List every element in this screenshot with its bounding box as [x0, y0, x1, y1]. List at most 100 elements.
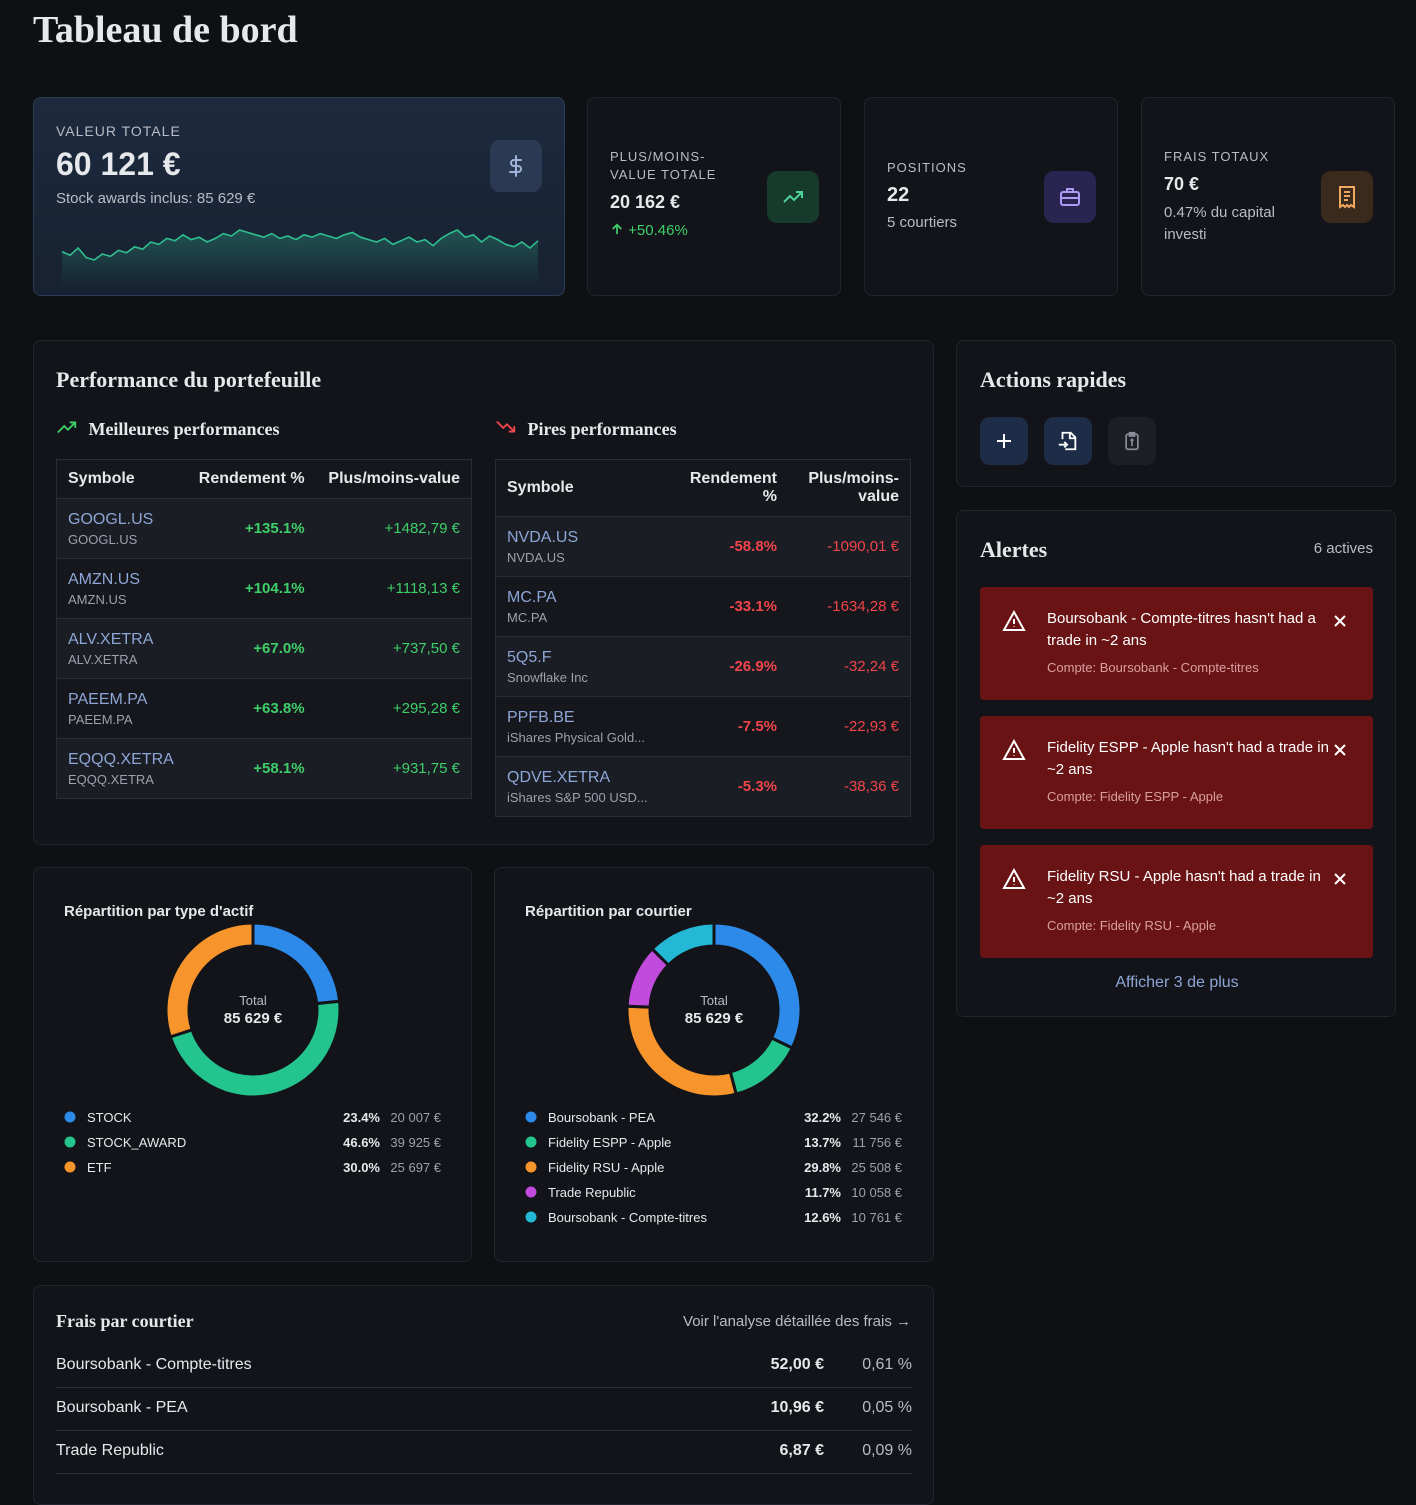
close-button[interactable]: [1333, 614, 1347, 628]
legend-dot: [525, 1136, 537, 1148]
asset-name: PAEEM.PA: [68, 711, 133, 727]
actions-card: Actions rapides: [956, 340, 1396, 487]
return-cell: +58.1%: [186, 738, 316, 799]
legend-amount: 25 508 €: [851, 1160, 902, 1175]
asset-name: EQQQ.XETRA: [68, 771, 154, 787]
legend-dot: [525, 1111, 537, 1123]
close-button[interactable]: [1333, 743, 1347, 757]
legend-percent: 32.2%: [804, 1110, 841, 1125]
donut-segment: [649, 921, 716, 968]
table-row: MC.PA MC.PA -33.1% -1634,28 €: [495, 576, 911, 637]
legend-percent: 11.7%: [805, 1185, 842, 1200]
gain-cell: -22,93 €: [788, 696, 911, 757]
table-row: ALV.XETRA ALV.XETRA +67.0% +737,50 €: [56, 618, 472, 679]
column-header: Rendement %: [689, 470, 777, 505]
table-title: Meilleures performances: [88, 419, 280, 439]
close-shape: [1334, 615, 1346, 627]
asset-name: MC.PA: [507, 609, 548, 625]
fees-link[interactable]: Voir l'analyse détaillée des frais →: [683, 1313, 911, 1330]
kpi-value: 20 162 €: [610, 192, 681, 212]
warning-shape: [1002, 867, 1026, 889]
gain-cell: -32,24 €: [788, 636, 911, 697]
table-row: EQQQ.XETRA EQQQ.XETRA +58.1% +931,75 €: [56, 738, 472, 799]
warning-shape: [1002, 609, 1026, 631]
asset-name: AMZN.US: [68, 591, 127, 607]
section-title: Actions rapides: [980, 367, 1127, 392]
legend-amount: 11 756 €: [852, 1135, 902, 1150]
broker-name: Boursobank - PEA: [56, 1399, 188, 1416]
kpi-sub: Stock awards inclus: 85 629 €: [56, 190, 256, 207]
column-header: Plus/moins-value: [808, 470, 899, 505]
asset-name: NVDA.US: [507, 549, 565, 565]
gain-cell: +737,50 €: [315, 618, 472, 679]
alert-message: Fidelity ESPP - Apple hasn't had a trade…: [1047, 739, 1329, 778]
donut-segment: [164, 921, 255, 1039]
fee-amount: 6,87 €: [779, 1442, 824, 1459]
legend-label: STOCK: [87, 1110, 132, 1125]
kpi-value: 70 €: [1164, 174, 1200, 194]
donut-chart: Répartition par type d'actif Total 85 629 …: [64, 903, 442, 1175]
donut-segment: [251, 921, 342, 1006]
worst-heading: Pires performances: [495, 419, 677, 440]
kpi-sub: 5 courtiers: [887, 214, 958, 231]
clipboard-button[interactable]: [1108, 417, 1156, 465]
alerts-card: Alertes 6 actives Afficher 3 de plus Bou…: [956, 510, 1396, 1017]
center-value: 85 629 €: [685, 1010, 744, 1027]
close-button[interactable]: [1333, 872, 1347, 886]
return-cell: +67.0%: [186, 618, 316, 679]
return-cell: -7.5%: [674, 696, 788, 757]
dashboard: {"header":{"title":"Tableau de bord"}, "…: [33, 9, 1396, 1505]
show-more-link[interactable]: Afficher 3 de plus: [1115, 974, 1239, 991]
section-title: Alertes: [980, 537, 1048, 562]
legend-amount: 39 925 €: [390, 1135, 441, 1150]
legend-dot: [525, 1186, 537, 1198]
legend-percent: 23.4%: [343, 1110, 380, 1125]
legend-label: ETF: [87, 1160, 112, 1175]
icon: [490, 140, 542, 192]
symbol-cell: GOOGL.US GOOGL.US: [56, 498, 187, 559]
warning-icon: [1002, 609, 1026, 631]
alert: Boursobank - Compte-titres hasn't had a …: [980, 587, 1373, 700]
symbol-cell: 5Q5.F Snowflake Inc: [495, 636, 674, 697]
kpi-value: 60 121 €: [56, 146, 181, 182]
gain-cell: +1482,79 €: [315, 498, 472, 559]
legend-label: Trade Republic: [548, 1185, 636, 1200]
kpi-sub: 0.47% du capital investi: [1164, 204, 1275, 243]
symbol: PPFB.BE: [507, 708, 575, 726]
symbol-cell: NVDA.US NVDA.US: [495, 516, 674, 577]
legend-label: Fidelity RSU - Apple: [548, 1160, 664, 1175]
symbol-cell: AMZN.US AMZN.US: [56, 558, 187, 619]
asset-name: ALV.XETRA: [68, 651, 138, 667]
fee-row: Boursobank - PEA 10,96 € 0,05 %: [56, 1387, 912, 1431]
symbol-cell: QDVE.XETRA iShares S&P 500 USD...: [495, 756, 674, 817]
symbol-cell: EQQQ.XETRA EQQQ.XETRA: [56, 738, 187, 799]
add-button[interactable]: [980, 417, 1028, 465]
legend-amount: 10 761 €: [851, 1210, 902, 1225]
symbol: NVDA.US: [507, 528, 579, 546]
table-row: 5Q5.F Snowflake Inc -26.9% -32,24 €: [495, 636, 911, 697]
page-title: Tableau de bord: [33, 9, 298, 51]
symbol: PAEEM.PA: [68, 690, 148, 708]
gain-cell: +1118,13 €: [315, 558, 472, 619]
return-cell: -58.8%: [674, 516, 788, 577]
alert: Fidelity ESPP - Apple hasn't had a trade…: [980, 716, 1373, 829]
gain-cell: +931,75 €: [315, 738, 472, 799]
chart-card: Répartition par courtier Total 85 629 € Bou…: [494, 867, 934, 1262]
legend-amount: 27 546 €: [851, 1110, 902, 1125]
kpi-change-text: +50.46%: [628, 222, 688, 239]
symbol-cell: PPFB.BE iShares Physical Gold...: [495, 696, 674, 757]
asset-name: iShares S&P 500 USD...: [507, 789, 648, 805]
legend-label: Boursobank - PEA: [548, 1110, 655, 1125]
icon: [1321, 171, 1373, 223]
page: Tableau de bord html,body{margin:0;paddi…: [33, 9, 1396, 1505]
alerts-count: 6 actives: [1313, 540, 1373, 557]
legend-dot: [525, 1211, 537, 1223]
import-button[interactable]: [1044, 417, 1092, 465]
donut-chart: Répartition par courtier Total 85 629 € Bou…: [525, 903, 903, 1225]
kpi-label: FRAIS TOTAUX: [1164, 149, 1270, 164]
legend-label: Boursobank - Compte-titres: [548, 1210, 707, 1225]
close-shape: [1334, 873, 1346, 885]
header-row: Symbole Rendement % Plus/moins-value: [56, 459, 472, 499]
column-header: Symbole: [507, 479, 574, 496]
sparkline-line: [61, 229, 539, 261]
